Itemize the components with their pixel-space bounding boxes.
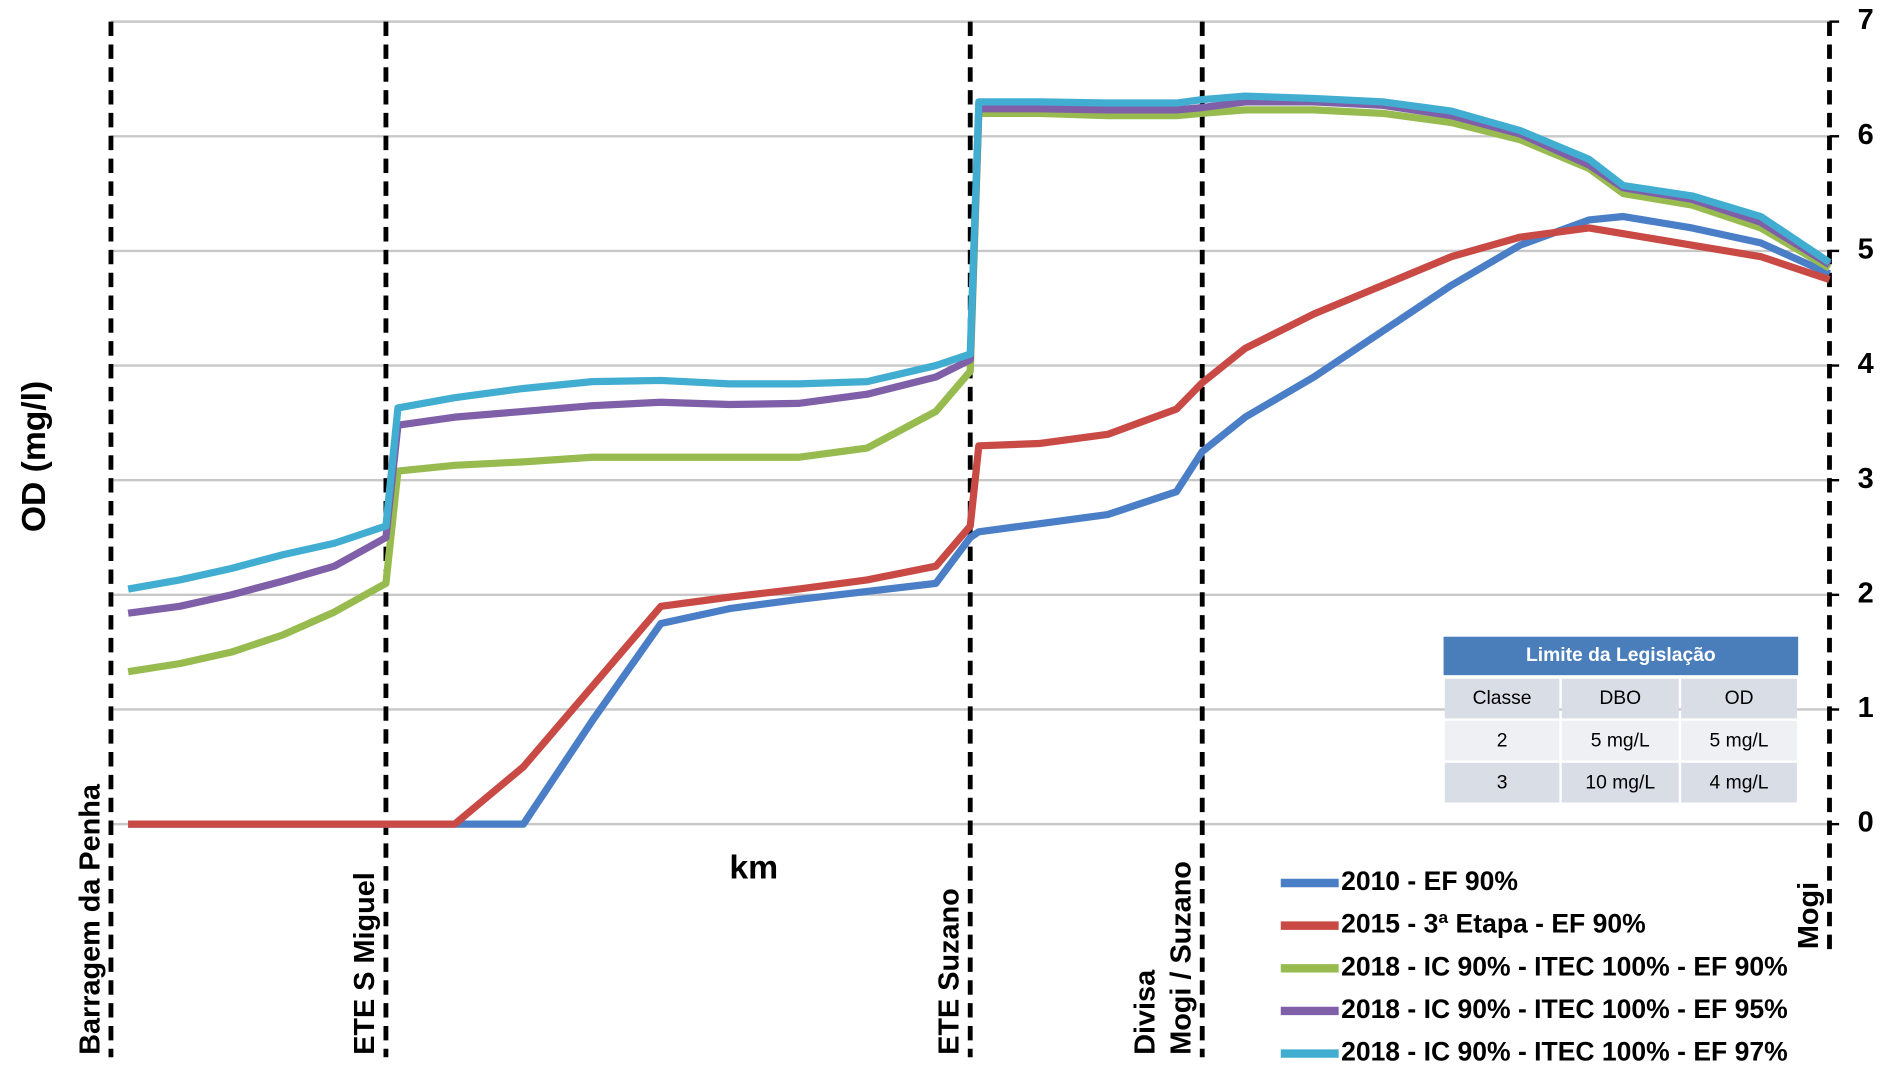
- annotation-label: Mogi: [1793, 882, 1825, 949]
- y-tick-label: 5: [1858, 234, 1874, 266]
- table-cell: [1561, 720, 1679, 761]
- annotation-label: ETE S Miguel: [349, 872, 381, 1055]
- series-line: [127, 92, 1832, 593]
- annotation-label: Barragem da Penha: [74, 783, 106, 1055]
- table-cell: [1444, 762, 1560, 803]
- y-tick-label: 6: [1858, 119, 1874, 151]
- table-cell: [1561, 678, 1679, 719]
- table-cell: [1444, 720, 1560, 761]
- x-axis-label: km: [729, 849, 778, 887]
- y-tick-label: 4: [1858, 348, 1874, 380]
- annotation-label: Mogi / Suzano: [1166, 861, 1198, 1055]
- legend-label: 2010 - EF 90%: [1341, 866, 1518, 896]
- table-text: 2: [1497, 730, 1508, 751]
- table-text: Classe: [1473, 688, 1532, 709]
- y-tick-label: 0: [1858, 807, 1874, 839]
- table-text: 10 mg/L: [1585, 772, 1655, 793]
- annotation-label: ETE Suzano: [934, 888, 966, 1055]
- y-axis-label: OD (mg/l): [15, 381, 53, 532]
- table-cell: [1681, 720, 1797, 761]
- table-text: 5 mg/L: [1591, 730, 1650, 751]
- table-title: Limite da Legislação: [1526, 645, 1716, 666]
- y-tick-label: 7: [1858, 4, 1874, 36]
- y-tick-label: 1: [1858, 692, 1874, 724]
- table-cell: [1444, 678, 1560, 719]
- table-cell: [1681, 678, 1797, 719]
- series-line: [128, 224, 1831, 828]
- table-text: 4 mg/L: [1710, 772, 1769, 793]
- annotation-label: Divisa: [1129, 969, 1161, 1055]
- legend-label: 2018 - IC 90% - ITEC 100% - EF 90%: [1341, 951, 1788, 981]
- legend-label: 2015 - 3ª Etapa - EF 90%: [1341, 909, 1646, 939]
- table-text: 3: [1497, 772, 1508, 793]
- legend-label: 2018 - IC 90% - ITEC 100% - EF 95%: [1341, 994, 1788, 1024]
- legend-label: 2018 - IC 90% - ITEC 100% - EF 97%: [1341, 1037, 1788, 1067]
- y-tick-label: 3: [1858, 463, 1874, 495]
- table-cell: [1681, 762, 1797, 803]
- table-text: 5 mg/L: [1710, 730, 1769, 751]
- table-cell: [1561, 762, 1679, 803]
- table-text: DBO: [1599, 688, 1641, 709]
- table-text: OD: [1725, 688, 1754, 709]
- y-tick-label: 2: [1858, 577, 1874, 609]
- series-line: [127, 106, 1832, 676]
- table-header: [1443, 636, 1799, 676]
